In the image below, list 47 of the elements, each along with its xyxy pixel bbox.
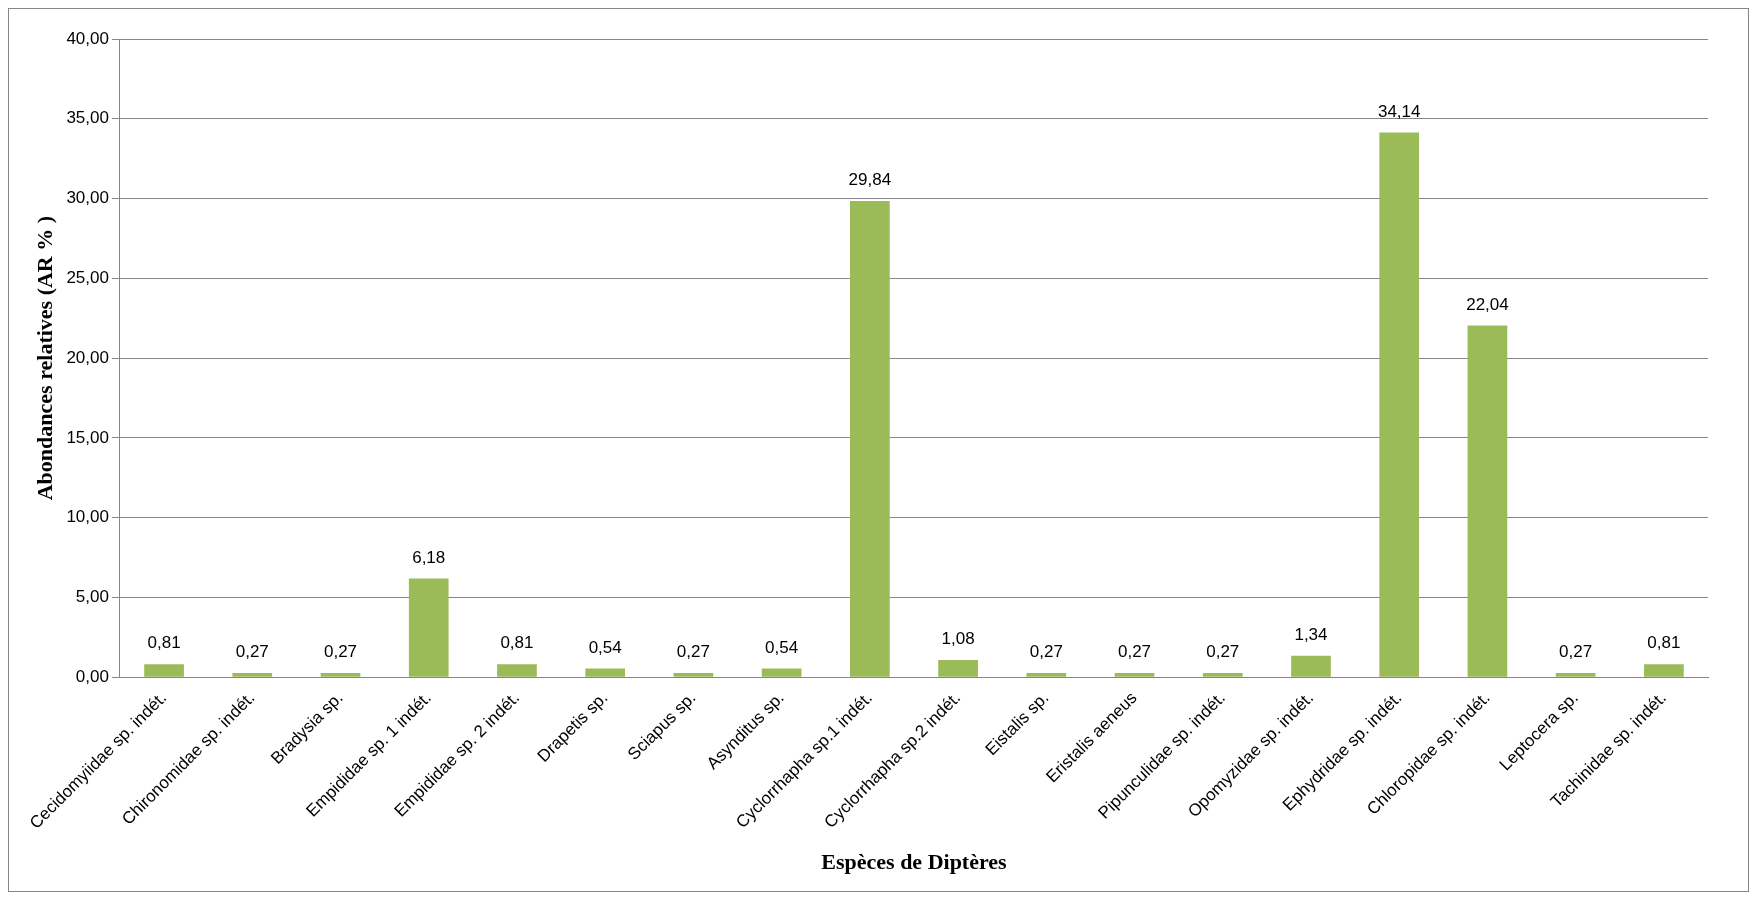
data-label: 6,18 [412, 547, 446, 567]
data-label: 0,81 [500, 633, 534, 653]
bar [1202, 672, 1243, 677]
data-label: 0,27 [1559, 642, 1593, 662]
y-axis-title: Abondances relatives (AR % ) [31, 215, 57, 501]
data-label: 0,27 [1117, 642, 1152, 662]
bar [761, 668, 802, 677]
data-label: 34,14 [1377, 101, 1421, 121]
bar [1379, 132, 1420, 677]
bar [1291, 655, 1331, 677]
bar [408, 578, 449, 677]
bar [1114, 672, 1155, 677]
data-label: 0,27 [676, 642, 710, 662]
bar [585, 668, 626, 677]
data-label: 29,84 [848, 170, 892, 190]
data-label: 0,27 [1206, 642, 1240, 662]
data-label: 1,34 [1294, 625, 1328, 645]
x-axis-title: Espèces de Diptères [821, 849, 1008, 875]
bar [1467, 325, 1508, 677]
bar [1026, 672, 1067, 677]
bar [497, 664, 537, 677]
y-tick-label: 30,00 [66, 188, 109, 208]
y-tick-label: 0,00 [75, 666, 109, 686]
data-label: 0,54 [765, 637, 799, 657]
y-tick-label: 20,00 [66, 347, 109, 367]
data-label: 0,27 [235, 642, 269, 662]
data-label: 0,27 [1029, 642, 1063, 662]
bar [144, 664, 184, 677]
y-tick-label: 40,00 [66, 28, 109, 48]
data-label: 0,81 [1647, 633, 1681, 653]
bar [320, 672, 361, 677]
y-tick-label: 10,00 [66, 507, 109, 527]
bar [1555, 672, 1596, 677]
data-label: 0,27 [323, 642, 358, 662]
y-tick-label: 15,00 [66, 427, 109, 447]
y-tick-label: 5,00 [75, 587, 109, 607]
data-label: 0,54 [588, 637, 622, 657]
y-tick-label: 25,00 [66, 268, 109, 288]
data-label: 0,81 [147, 633, 181, 653]
bar [673, 672, 714, 677]
y-tick-label: 35,00 [66, 108, 109, 128]
bar [850, 201, 890, 677]
data-label: 22,04 [1466, 294, 1509, 314]
data-label: 1,08 [941, 629, 975, 649]
bar [232, 672, 273, 677]
bar [938, 659, 978, 677]
bar [1644, 664, 1684, 677]
